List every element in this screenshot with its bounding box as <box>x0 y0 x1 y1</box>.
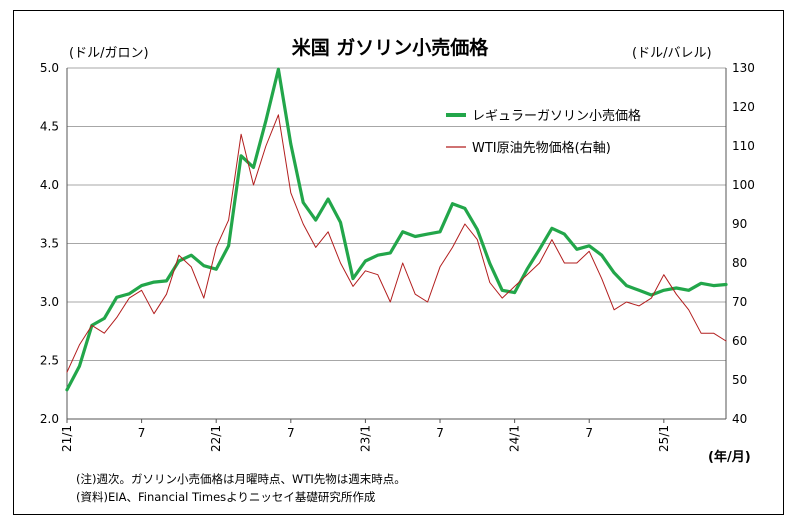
x-tick-label: 7 <box>287 426 295 440</box>
legend-label: レギュラーガソリン小売価格 <box>472 108 641 124</box>
gasoline-price-chart: 米国 ガソリン小売価格 (ドル/ガロン) (ドル/バレル) (年/月) 2.02… <box>40 36 755 465</box>
y-right-tick-label: 110 <box>732 139 755 153</box>
y-right-tick-label: 50 <box>732 373 747 387</box>
x-tick-label: 22/1 <box>209 425 223 452</box>
y-right-tick-label: 120 <box>732 100 755 114</box>
axes <box>66 68 727 423</box>
y-left-tick-label: 5.0 <box>40 61 59 75</box>
y-right-tick-label: 100 <box>732 178 755 192</box>
y-left-tick-label: 3.5 <box>40 237 59 251</box>
y-left-tick-label: 4.0 <box>40 178 59 192</box>
y-right-unit-label: (ドル/バレル) <box>632 46 712 61</box>
x-tick-label: 7 <box>585 426 593 440</box>
y-left-tick-label: 2.0 <box>40 412 59 426</box>
y-left-tick-label: 2.5 <box>40 354 59 368</box>
y-right-tick-label: 80 <box>732 256 747 270</box>
x-tick-label: 25/1 <box>657 425 671 452</box>
y-left-unit-label: (ドル/ガロン) <box>69 46 149 61</box>
x-tick-label: 23/1 <box>358 425 372 452</box>
x-tick-label: 24/1 <box>508 425 522 452</box>
tick-labels: 2.0 2.5 3.0 3.5 4.0 4.5 5.0 40 50 60 70 80 90 100 110 1… <box>40 61 755 452</box>
wti-crude-line <box>66 114 727 373</box>
y-left-tick-label: 3.0 <box>40 295 59 309</box>
chart-title: 米国 ガソリン小売価格 <box>292 36 490 59</box>
legend: レギュラーガソリン小売価格 WTI原油先物価格(右軸) <box>446 108 641 156</box>
legend-label: WTI原油先物価格(右軸) <box>472 140 611 156</box>
footnote-source: (資料)EIA、Financial Timesよりニッセイ基礎研究所作成 <box>76 490 376 504</box>
footnote-note: (注)週次。ガソリン小売価格は月曜時点、WTI先物は週末時点。 <box>76 472 406 486</box>
chart-frame: 米国 ガソリン小売価格 (ドル/ガロン) (ドル/バレル) (年/月) 2.0 2… <box>13 10 784 515</box>
y-right-tick-label: 90 <box>732 217 747 231</box>
x-tick-label: 21/1 <box>60 425 74 452</box>
series-lines <box>65 67 728 392</box>
y-left-tick-label: 4.5 <box>40 120 59 134</box>
y-right-tick-label: 60 <box>732 334 747 348</box>
x-unit-label: (年/月) <box>708 449 751 465</box>
y-right-tick-label: 70 <box>732 295 747 309</box>
x-tick-label: 7 <box>436 426 444 440</box>
y-right-tick-label: 130 <box>732 61 755 75</box>
gasoline-price-line <box>65 67 728 392</box>
x-tick-label: 7 <box>138 426 146 440</box>
y-right-tick-label: 40 <box>732 412 747 426</box>
